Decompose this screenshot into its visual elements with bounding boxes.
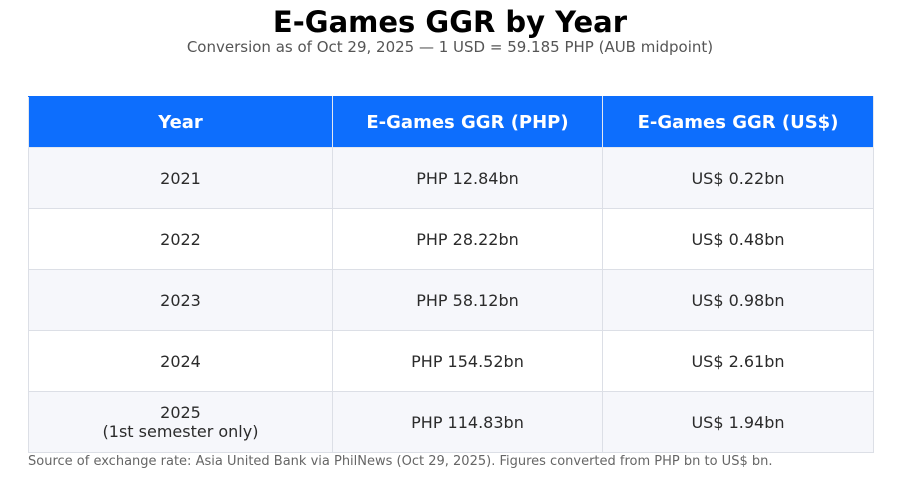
table-row: 2022 PHP 28.22bn US$ 0.48bn — [28, 208, 874, 270]
year-cell: 2023 — [28, 269, 333, 331]
php-cell: PHP 114.83bn — [332, 391, 603, 453]
usd-cell: US$ 0.48bn — [602, 208, 874, 270]
table-row: 2024 PHP 154.52bn US$ 2.61bn — [28, 330, 874, 392]
usd-cell: US$ 2.61bn — [602, 330, 874, 392]
year-cell: 2024 — [28, 330, 333, 392]
usd-cell: US$ 1.94bn — [602, 391, 874, 453]
php-cell: PHP 12.84bn — [332, 147, 603, 209]
year-cell: 2021 — [28, 147, 333, 209]
table-row: 2025 (1st semester only) PHP 114.83bn US… — [28, 391, 874, 453]
column-header-year: Year — [28, 96, 333, 148]
year-cell: 2025 (1st semester only) — [28, 391, 333, 453]
ggr-table: Year E-Games GGR (PHP) E-Games GGR (US$)… — [28, 96, 874, 453]
table-row: 2021 PHP 12.84bn US$ 0.22bn — [28, 147, 874, 209]
chart-title: E-Games GGR by Year — [272, 5, 628, 39]
year-note: (1st semester only) — [102, 422, 259, 441]
usd-cell: US$ 0.98bn — [602, 269, 874, 331]
year-value: 2025 — [160, 403, 201, 422]
php-cell: PHP 58.12bn — [332, 269, 603, 331]
year-cell: 2022 — [28, 208, 333, 270]
chart-subtitle: Conversion as of Oct 29, 2025 — 1 USD = … — [186, 38, 714, 56]
php-cell: PHP 28.22bn — [332, 208, 603, 270]
usd-cell: US$ 0.22bn — [602, 147, 874, 209]
php-cell: PHP 154.52bn — [332, 330, 603, 392]
column-header-php: E-Games GGR (PHP) — [332, 96, 603, 148]
column-header-usd: E-Games GGR (US$) — [602, 96, 874, 148]
table-header-row: Year E-Games GGR (PHP) E-Games GGR (US$) — [28, 96, 874, 148]
source-footnote: Source of exchange rate: Asia United Ban… — [28, 454, 773, 469]
table-row: 2023 PHP 58.12bn US$ 0.98bn — [28, 269, 874, 331]
